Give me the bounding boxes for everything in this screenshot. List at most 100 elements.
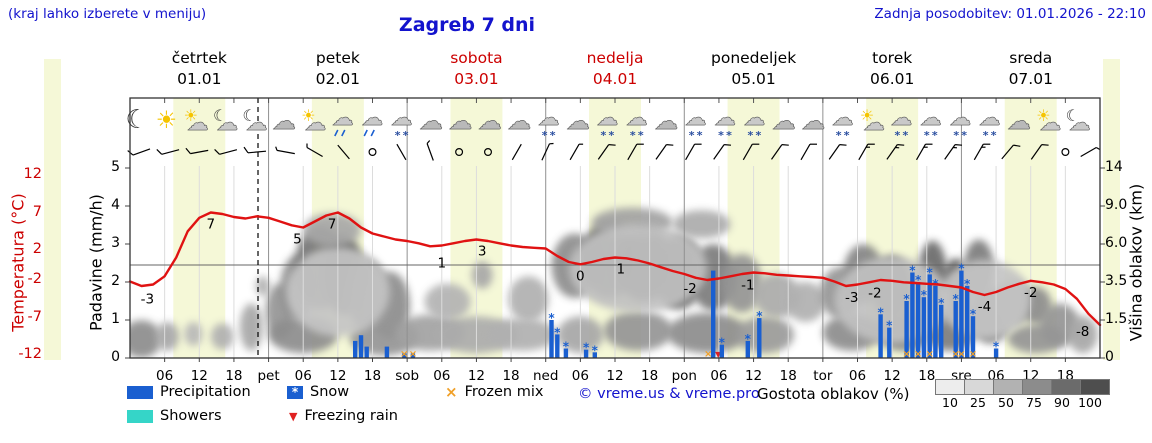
snow-mark-icon: *	[548, 311, 555, 325]
weather-icon-cloud: ☁	[1007, 107, 1032, 136]
svg-text:☁: ☁	[772, 107, 796, 135]
temp-tick-label: -12	[18, 346, 42, 362]
cloud-density-scale	[935, 379, 1110, 395]
precip-bar	[915, 282, 921, 358]
snow-mark-icon: *	[592, 343, 599, 357]
legend-snow: * Snow	[287, 384, 349, 400]
svg-text:☁: ☁	[920, 106, 942, 131]
x-axis-hour-label: 06	[710, 368, 727, 384]
wind-barb-icon	[511, 143, 522, 161]
temp-value-label: 1	[616, 262, 625, 278]
precip-bar	[921, 297, 927, 358]
precip-bar	[563, 348, 569, 358]
snow-mark-icon: *	[915, 273, 922, 287]
legend-precipitation: Precipitation	[127, 384, 251, 400]
temp-value-label: 7	[328, 217, 337, 233]
snow-mark-icon: *	[903, 292, 910, 306]
snow-mark-icon: *	[993, 340, 1000, 354]
cloud-tick-label: 14	[1105, 159, 1123, 175]
snow-mark-icon: *	[938, 296, 945, 310]
temp-value-label: 5	[293, 232, 302, 248]
frozen-mix-mark-icon: ×	[914, 349, 922, 360]
svg-text:*: *	[991, 129, 997, 142]
wind-barb-icon	[306, 143, 323, 158]
x-axis-day-label: pet	[257, 368, 279, 384]
weather-icon-moon-cloud: ☾☁	[213, 106, 238, 136]
cloud-scale-box	[1051, 379, 1081, 395]
cloud-scale-value: 25	[970, 395, 986, 410]
svg-text:*: *	[697, 129, 703, 142]
svg-text:☁: ☁	[832, 106, 854, 131]
svg-text:☁: ☁	[391, 106, 413, 131]
credit-link[interactable]: © vreme.us & vreme.pro	[578, 386, 760, 402]
precip-bar	[910, 272, 915, 358]
svg-text:☀: ☀	[156, 106, 178, 134]
temp-tick-label: -2	[27, 271, 42, 287]
weather-icon-snow: ☁* *	[537, 106, 560, 142]
weather-icon-moon: ☾	[125, 105, 148, 135]
cloud-density-label: Gostota oblakov (%)	[757, 385, 910, 403]
weather-icon-cloud: ☁	[448, 107, 473, 136]
svg-text:☁: ☁	[1069, 111, 1091, 136]
weather-icon-cloud: ☁	[419, 107, 444, 136]
precip-bar	[358, 335, 364, 358]
cloud-scale-box	[993, 379, 1023, 395]
svg-text:☀: ☀	[1036, 106, 1050, 125]
temp-value-label: -1	[741, 277, 754, 293]
weather-icon-snow: ☁* *	[743, 106, 766, 142]
precip-axis-label: Padavine (mm/h)	[86, 194, 106, 331]
x-axis-day-label: tor	[813, 368, 833, 384]
snow-swatch: *	[287, 385, 303, 399]
wind-barb-icon	[915, 143, 933, 161]
temperature-line	[128, 211, 1102, 327]
precip-tick-label: 2	[111, 273, 120, 289]
frozen-mix-mark-icon: ×	[409, 349, 417, 360]
temp-value-label: -2	[1024, 285, 1037, 301]
wind-barb-icon	[185, 147, 209, 155]
svg-text:*: *	[726, 129, 732, 142]
wind-barb-icon	[214, 148, 238, 155]
legend-freezing-rain: ▼ Freezing rain	[289, 408, 398, 424]
cloud-density-scale-labels: 10 25 50 75 90 100	[936, 395, 1104, 410]
snow-mark-icon: *	[970, 307, 977, 321]
weather-icon-snow: ☁* *	[949, 106, 972, 142]
svg-text:☁: ☁	[596, 106, 618, 131]
precip-bar	[878, 314, 883, 358]
cloud-scale-value: 90	[1054, 395, 1070, 410]
cloud-tick-label: 1.5	[1105, 311, 1128, 327]
precip-bar	[927, 274, 932, 358]
day-header: sreda 07.01	[1008, 49, 1053, 88]
precip-bar	[549, 320, 554, 358]
precip-tick-label: 4	[111, 197, 120, 213]
x-axis-hour-label: 06	[156, 368, 173, 384]
wind-barb-icon	[886, 144, 905, 160]
wind-barb-icon	[627, 143, 644, 161]
x-axis-hour-label: 18	[780, 368, 797, 384]
svg-text:*: *	[638, 129, 644, 142]
x-axis-day-label: ned	[533, 368, 558, 384]
legend-frozen-mix-label: Frozen mix	[464, 384, 544, 400]
wind-barb-icon	[742, 143, 760, 161]
svg-text:☀: ☀	[184, 106, 198, 125]
x-axis-hour-label: 12	[468, 368, 485, 384]
x-axis-hour-label: 12	[884, 368, 901, 384]
precip-bar	[757, 318, 762, 358]
wind-barb-icon	[1061, 147, 1070, 157]
freezing-rain-icon: ▼	[289, 409, 298, 423]
wind-barb-icon	[685, 143, 702, 161]
temp-value-label: 0	[576, 268, 585, 284]
precip-bar	[965, 285, 970, 358]
precip-bar	[719, 344, 724, 358]
svg-text:☁: ☁	[949, 106, 971, 131]
wind-barb-icon	[368, 147, 377, 157]
snow-mark-icon: *	[554, 325, 561, 339]
weather-icon-snow: ☁* *	[978, 106, 1001, 142]
svg-text:☁: ☁	[890, 106, 912, 131]
snow-mark-icon: *	[756, 309, 763, 323]
snow-mark-icon: *	[886, 319, 893, 333]
svg-text:☁: ☁	[507, 107, 531, 135]
wind-barb-icon	[243, 146, 267, 154]
svg-text:*: *	[403, 129, 409, 142]
